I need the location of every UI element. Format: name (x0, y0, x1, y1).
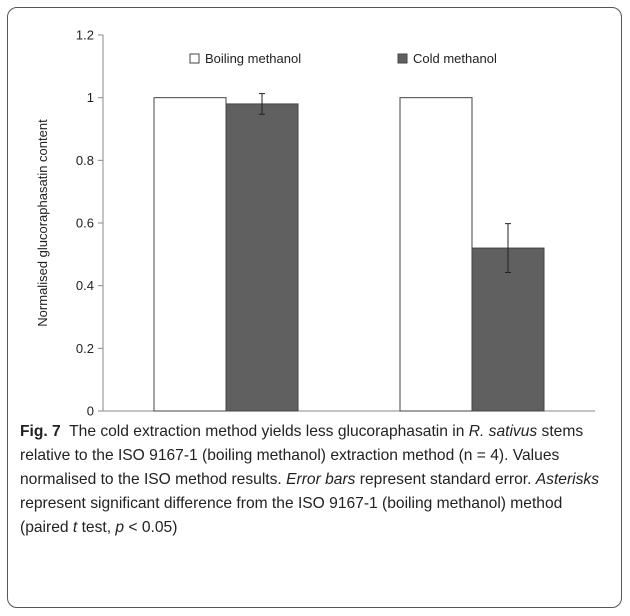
y-tick-label: 1 (87, 90, 94, 105)
legend-swatch (189, 53, 200, 64)
y-tick-label: 0.2 (76, 341, 94, 356)
caption-text-3: represent standard error. (359, 471, 532, 488)
y-ticks: 0 0.2 0.4 0.6 0.8 1 1.2 (76, 28, 103, 419)
caption-t: t (72, 519, 78, 536)
y-tick-label: 0.6 (76, 216, 94, 231)
x-tick-labels: Root Stem (211, 418, 488, 420)
caption-label: Fig. 7 (20, 423, 61, 440)
caption-asterisks: Asterisks (535, 471, 600, 488)
x-tick-label: Root (211, 418, 241, 420)
y-axis-label: Normalised glucoraphasatin content (35, 119, 50, 327)
error-bars (259, 93, 511, 274)
caption-p: p (115, 519, 125, 536)
caption-errorbars: Error bars (286, 471, 356, 488)
caption-text-5: test, (81, 519, 112, 536)
caption-text-6: < 0.05) (128, 519, 178, 536)
y-tick-label: 0.8 (76, 153, 94, 168)
bars (153, 97, 545, 412)
caption-text-4: represent significant difference from th… (20, 495, 563, 536)
legend-label: Boiling methanol (205, 51, 301, 66)
y-tick-label: 1.2 (76, 28, 94, 43)
figure-caption: Fig. 7 The cold extraction method yields… (20, 420, 612, 540)
legend-swatch (397, 53, 408, 64)
caption-text-1: The cold extraction method yields less g… (69, 423, 465, 440)
legend: Boiling methanol Cold methanol (189, 51, 497, 66)
y-tick-label: 0 (87, 404, 94, 419)
legend-label: Cold methanol (413, 51, 497, 66)
bar-0-0 (153, 97, 227, 412)
bar-chart: 0 0.2 0.4 0.6 0.8 1 1.2 Root Stem Boiling metha… (35, 28, 595, 420)
bar-0-1 (399, 97, 473, 412)
caption-text-2: stems relative to the ISO 9167-1 (boilin… (20, 423, 584, 488)
x-tick-label: Stem (456, 418, 489, 420)
bar-1-1 (471, 247, 545, 412)
caption-species: R. sativus (468, 423, 538, 440)
bar-1-0 (225, 103, 299, 412)
y-tick-label: 0.4 (76, 278, 94, 293)
